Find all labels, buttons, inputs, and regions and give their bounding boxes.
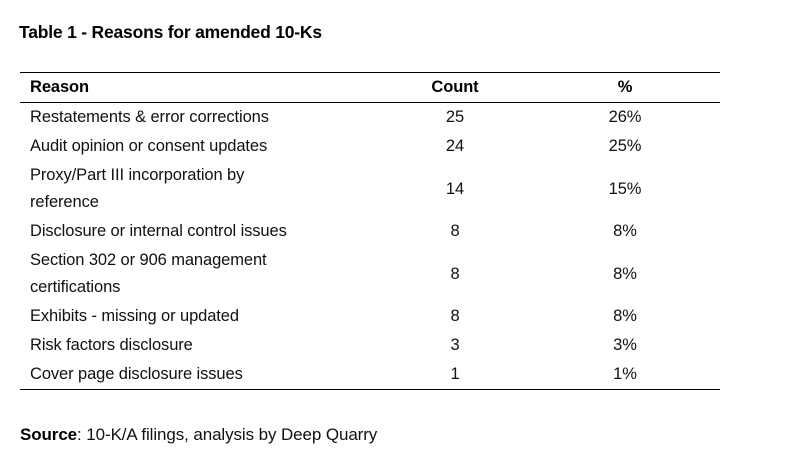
count-cell: 8: [450, 307, 460, 325]
header-row: Reason Count %: [20, 72, 720, 103]
percent-cell: 8%: [613, 307, 637, 325]
count-cell: 8: [450, 222, 460, 240]
table-row: Audit opinion or consent updates 24 25%: [20, 132, 720, 161]
count-cell: 3: [450, 336, 460, 354]
table-row: Disclosure or internal control issues 8 8%: [20, 217, 720, 246]
table-header: Reason Count %: [20, 72, 720, 103]
percent-cell: 3%: [613, 336, 637, 354]
column-header-reason: Reason: [20, 72, 380, 103]
reason-cell: Exhibits - missing or updated: [30, 307, 239, 325]
page-title: Table 1 - Reasons for amended 10-Ks: [19, 22, 322, 42]
column-header-percent: %: [530, 72, 720, 103]
table-row: Section 302 or 906 management certificat…: [20, 246, 720, 302]
source-note: Source: 10-K/A filings, analysis by Deep…: [20, 425, 377, 445]
reason-cell: Risk factors disclosure: [30, 336, 193, 354]
reason-cell: Cover page disclosure issues: [30, 365, 243, 383]
table-body: Restatements & error corrections 25 26% Aud…: [20, 103, 720, 390]
reason-cell: Restatements & error corrections: [30, 108, 269, 126]
count-cell: 14: [445, 179, 465, 198]
source-text: : 10-K/A filings, analysis by Deep Quarr…: [77, 425, 378, 444]
table-row: Proxy/Part III incorporation by referenc…: [20, 161, 720, 217]
percent-cell: 8%: [613, 222, 637, 240]
count-cell: 1: [450, 365, 460, 383]
percent-cell: 15%: [608, 179, 642, 198]
percent-cell: 8%: [613, 264, 637, 283]
reason-cell: Section 302 or 906 management certificat…: [30, 251, 267, 296]
column-header-count: Count: [380, 72, 530, 103]
reasons-table: Reason Count % Restatements & error corr…: [20, 72, 720, 390]
percent-cell: 26%: [608, 108, 642, 126]
percent-cell: 25%: [608, 137, 642, 155]
table-row: Cover page disclosure issues 1 1%: [20, 360, 720, 390]
reason-cell: Proxy/Part III incorporation by referenc…: [30, 166, 245, 211]
table-row: Risk factors disclosure 3 3%: [20, 331, 720, 360]
count-cell: 24: [445, 137, 465, 155]
percent-cell: 1%: [613, 365, 637, 383]
reason-cell: Audit opinion or consent updates: [30, 137, 268, 155]
count-cell: 8: [450, 264, 460, 283]
count-cell: 25: [445, 108, 465, 126]
source-label: Source: [20, 425, 78, 444]
table-row: Restatements & error corrections 25 26%: [20, 103, 720, 133]
table-row: Exhibits - missing or updated 8 8%: [20, 302, 720, 331]
reason-cell: Disclosure or internal control issues: [30, 222, 287, 240]
